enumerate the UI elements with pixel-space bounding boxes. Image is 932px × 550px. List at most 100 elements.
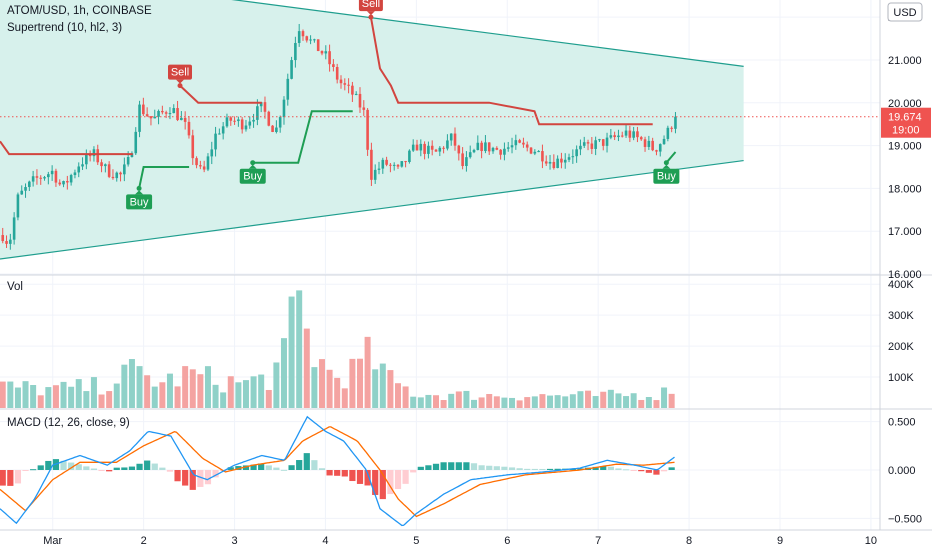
candle [39, 175, 43, 185]
candle-body [670, 127, 673, 129]
candle-body [252, 119, 255, 122]
candle-body [134, 131, 138, 154]
candle-body [560, 158, 563, 163]
volume-bar [52, 385, 59, 408]
volume-bar [356, 358, 363, 408]
macd-histogram-bar [265, 465, 272, 470]
candle-body [354, 93, 358, 95]
currency-button-frame[interactable] [887, 2, 923, 22]
macd-histogram-bar [334, 470, 341, 476]
volume-bar [83, 391, 90, 408]
candle-body [126, 157, 130, 165]
candle-body [544, 161, 548, 164]
candle-body [43, 177, 46, 179]
price-pane: Buy Sell Buy Sell Buy [0, 0, 880, 260]
macd-histogram-bar [432, 463, 440, 470]
candle-body [552, 161, 556, 169]
candle-body [294, 42, 297, 61]
candle [187, 115, 191, 139]
candle-body [28, 181, 31, 188]
candle [381, 157, 385, 174]
last-price-countdown: 19:00 [892, 125, 920, 137]
candle [351, 81, 354, 102]
volume-bar [592, 396, 599, 408]
candle-body [465, 157, 468, 167]
volume-bar [645, 397, 652, 408]
signal-pointer [135, 190, 144, 195]
currency-button[interactable]: USD [887, 2, 923, 22]
candle-body [377, 168, 381, 170]
candle-body [20, 190, 24, 195]
signal-pointer [176, 79, 184, 84]
sell-signal-dot [368, 14, 374, 20]
supertrend-down-line [369, 16, 653, 126]
candle [484, 135, 487, 154]
macd-histogram-bar [166, 470, 174, 472]
macd-histogram-bar [288, 465, 295, 470]
candle-body [297, 31, 301, 43]
macd-histogram-bar [174, 470, 181, 482]
volume-bar [7, 381, 14, 408]
candle-body [183, 117, 187, 122]
macd-histogram-bar [106, 470, 113, 472]
candle [218, 128, 221, 135]
candle-body [537, 151, 540, 153]
candle-body [278, 117, 282, 128]
volume-bar [265, 389, 272, 408]
macd-histogram-bar [387, 470, 394, 495]
volume-bar [547, 395, 554, 408]
candle-body [320, 51, 324, 54]
volume-bar [615, 393, 622, 408]
candle-body [484, 142, 487, 152]
candle-body [624, 130, 628, 136]
candle [415, 139, 419, 151]
candle [1, 227, 5, 244]
candle [544, 155, 548, 167]
candle-body [476, 142, 480, 150]
candle-body [620, 135, 624, 137]
candle [248, 116, 252, 129]
candle [620, 131, 624, 138]
candle-body [282, 99, 286, 118]
candle [58, 179, 62, 186]
candle [233, 116, 236, 125]
candle-body [16, 194, 20, 218]
macd-histogram-bar [227, 467, 234, 470]
currency-button-label[interactable]: USD [893, 7, 916, 19]
candle [195, 156, 198, 169]
volume-bar [75, 379, 82, 408]
candle-body [123, 164, 126, 175]
candle-body [187, 121, 191, 136]
candle-body [332, 64, 335, 67]
volume-bar [144, 375, 151, 408]
sell-signal-label: Sell [358, 0, 383, 20]
candle-body [47, 174, 50, 178]
candle-body [628, 130, 632, 138]
candle-body [643, 139, 647, 147]
candle [301, 29, 305, 41]
triangle-pattern-fill [0, 0, 744, 260]
candle [487, 142, 491, 155]
signal-box [126, 194, 153, 210]
volume-bar [607, 389, 614, 408]
volume-bar [121, 364, 128, 408]
macd-pane [0, 415, 675, 527]
candle-body [499, 149, 502, 155]
candle [168, 107, 172, 120]
candle-body [244, 125, 248, 130]
candle-body [290, 60, 293, 79]
macd-histogram-bar [242, 465, 250, 470]
volume-bar [227, 376, 234, 408]
candle-body [632, 131, 635, 138]
candle [567, 153, 571, 163]
candle [240, 117, 244, 134]
candle-body [381, 159, 385, 169]
candle-body [263, 102, 267, 112]
candle-body [168, 113, 172, 115]
candle [461, 147, 464, 170]
time-tick-label: 6 [504, 535, 510, 547]
candle-body [370, 149, 373, 180]
candle-body [571, 156, 575, 158]
candle [297, 23, 301, 47]
